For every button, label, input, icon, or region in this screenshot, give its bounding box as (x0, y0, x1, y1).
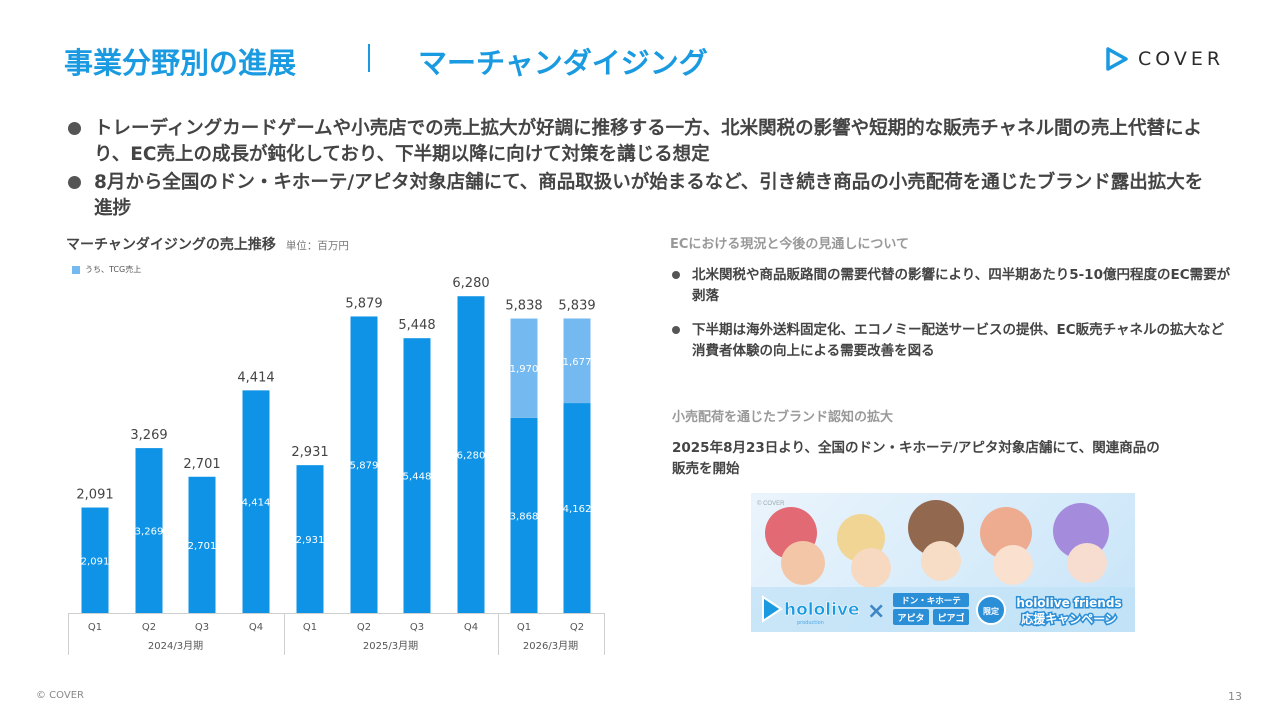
bar-tcg (563, 318, 591, 404)
banner-limited: 限定 (983, 606, 999, 616)
footer-copyright: © COVER (36, 690, 84, 701)
hololive-play-icon (762, 595, 783, 623)
x-tick-label: Q4 (249, 622, 263, 633)
banner-partner-left: アピタ (897, 612, 924, 624)
data-label-inner: 2,091 (81, 556, 110, 567)
campaign-banner-image: © COVER hololive production × ドン・キホーテ アピ… (751, 493, 1135, 632)
data-label-total: 4,414 (237, 370, 274, 385)
data-label-inner: 2,931 (296, 535, 325, 546)
summary-bullet-text: 8月から全国のドン・キホーテ/アピタ対象店舗にて、商品取扱いが始まるなど、引き続… (94, 172, 1204, 219)
summary-bullet-text: トレーディングカードゲームや小売店での売上拡大が好調に推移する一方、北米関税の影… (94, 118, 1202, 165)
x-tick-label: Q1 (88, 622, 102, 633)
ec-bullet: 北米関税や商品販路間の需要代替の影響により、四半期あたり5-10億円程度のEC需… (672, 265, 1232, 307)
bullet-dot-icon (672, 271, 680, 279)
partner-right-box (933, 609, 969, 625)
x-group-label: 2024/3月期 (148, 640, 203, 652)
bar-main (81, 507, 109, 613)
x-tick-label: Q4 (464, 622, 478, 633)
bar-main (188, 476, 216, 613)
ec-bullet-text: 北米関税や商品販路間の需要代替の影響により、四半期あたり5-10億円程度のEC需… (692, 267, 1231, 304)
partner-left-box (893, 609, 929, 625)
banner-brand: hololive (784, 600, 860, 620)
limited-badge (976, 595, 1006, 625)
cover-logo-text: COVER (1138, 48, 1225, 70)
data-label-inner: 3,269 (135, 527, 164, 538)
x-tick-label: Q2 (570, 622, 584, 633)
banner-campaign-line1: hololive friends (1016, 596, 1121, 610)
summary-bullet: トレーディングカードゲームや小売店での売上拡大が好調に推移する一方、北米関税の影… (66, 116, 1216, 168)
chart-legend: うち、TCG売上 (72, 264, 141, 275)
data-label-inner: 4,414 (242, 498, 271, 509)
bar-main (457, 296, 485, 613)
bar-main (296, 465, 324, 613)
banner-brand-sub: production (797, 620, 824, 626)
bar-main (403, 338, 431, 613)
cross-icon: × (867, 599, 885, 624)
ec-bullet: 下半期は海外送料固定化、エコノミー配送サービスの提供、EC販売チャネルの拡大など… (672, 320, 1232, 362)
data-label-total: 5,448 (398, 318, 435, 333)
bar-main (242, 390, 270, 613)
title-divider (368, 44, 370, 72)
x-tick-label: Q1 (303, 622, 317, 633)
data-label-tcg: 1,677 (563, 357, 592, 368)
legend-swatch (72, 265, 80, 274)
cover-logo-icon (1106, 47, 1128, 71)
x-group-label: 2025/3月期 (363, 640, 418, 652)
x-tick-label: Q3 (410, 622, 424, 633)
retail-text: 2025年8月23日より、全国のドン・キホーテ/アピタ対象店舗にて、関連商品の販… (672, 440, 1160, 477)
page-title: 事業分野別の進展 (64, 46, 297, 80)
bar-main (135, 448, 163, 613)
chart-title: マーチャンダイジングの売上推移 単位：百万円 (66, 234, 349, 254)
chart-unit: 単位：百万円 (285, 240, 349, 252)
x-tick-label: Q3 (195, 622, 209, 633)
bar-main (563, 403, 591, 613)
data-label-total: 5,839 (558, 298, 595, 313)
banner-campaign-line2: 応援キャンペーン (1021, 611, 1116, 626)
data-label-inner: 4,162 (563, 504, 592, 515)
summary-bullet: 8月から全国のドン・キホーテ/アピタ対象店舗にて、商品取扱いが始まるなど、引き続… (66, 170, 1216, 222)
banner-partner-right: ピアゴ (937, 612, 964, 624)
bullet-dot-icon (672, 326, 680, 334)
page-subtitle: マーチャンダイジング (418, 46, 708, 80)
campaign-banner-art: © COVER hololive production × ドン・キホーテ アピ… (751, 500, 1135, 632)
legend-label: うち、TCG売上 (85, 265, 142, 274)
x-tick-label: Q1 (517, 622, 531, 633)
bullet-dot-icon (68, 176, 81, 189)
bullet-dot-icon (68, 122, 81, 135)
data-label-total: 3,269 (130, 428, 167, 443)
data-label-inner: 6,280 (457, 451, 486, 462)
data-label-total: 2,931 (291, 445, 328, 460)
ec-bullet-text: 下半期は海外送料固定化、エコノミー配送サービスの提供、EC販売チャネルの拡大など… (692, 322, 1224, 359)
chart-title-text: マーチャンダイジングの売上推移 (66, 237, 276, 253)
bar-main (350, 316, 378, 613)
retail-heading: 小売配荷を通じたブランド認知の拡大 (672, 410, 894, 425)
revenue-bar-chart: 2,091 2,091 Q1 3,269 3,269 Q2 2,701 2,701 Q3 4,41… (68, 276, 605, 655)
data-label-total: 6,280 (452, 276, 489, 291)
data-label-inner: 2,701 (188, 541, 217, 552)
banner-partner-top: ドン・キホーテ (901, 597, 961, 607)
banner-copyright: © COVER (757, 500, 785, 507)
x-tick-label: Q2 (142, 622, 156, 633)
data-label-tcg: 1,970 (510, 364, 539, 375)
summary-bullets: トレーディングカードゲームや小売店での売上拡大が好調に推移する一方、北米関税の影… (66, 116, 1216, 224)
data-label-inner: 5,448 (403, 472, 432, 483)
bar-tcg (510, 318, 538, 418)
cover-logo: COVER (1104, 46, 1224, 72)
data-label-total: 5,879 (345, 296, 382, 311)
page-number: 13 (1228, 690, 1242, 703)
data-label-total: 2,701 (183, 457, 220, 472)
x-tick-label: Q2 (357, 622, 371, 633)
data-label-total: 5,838 (505, 299, 542, 314)
partner-top-box (893, 593, 969, 607)
data-label-inner: 3,868 (510, 511, 539, 522)
bar-main (510, 417, 538, 613)
ec-heading: ECにおける現況と今後の見通しについて (670, 237, 910, 252)
data-label-total: 2,091 (76, 488, 113, 503)
data-label-inner: 5,879 (350, 461, 379, 472)
x-group-label: 2026/3月期 (523, 640, 578, 652)
